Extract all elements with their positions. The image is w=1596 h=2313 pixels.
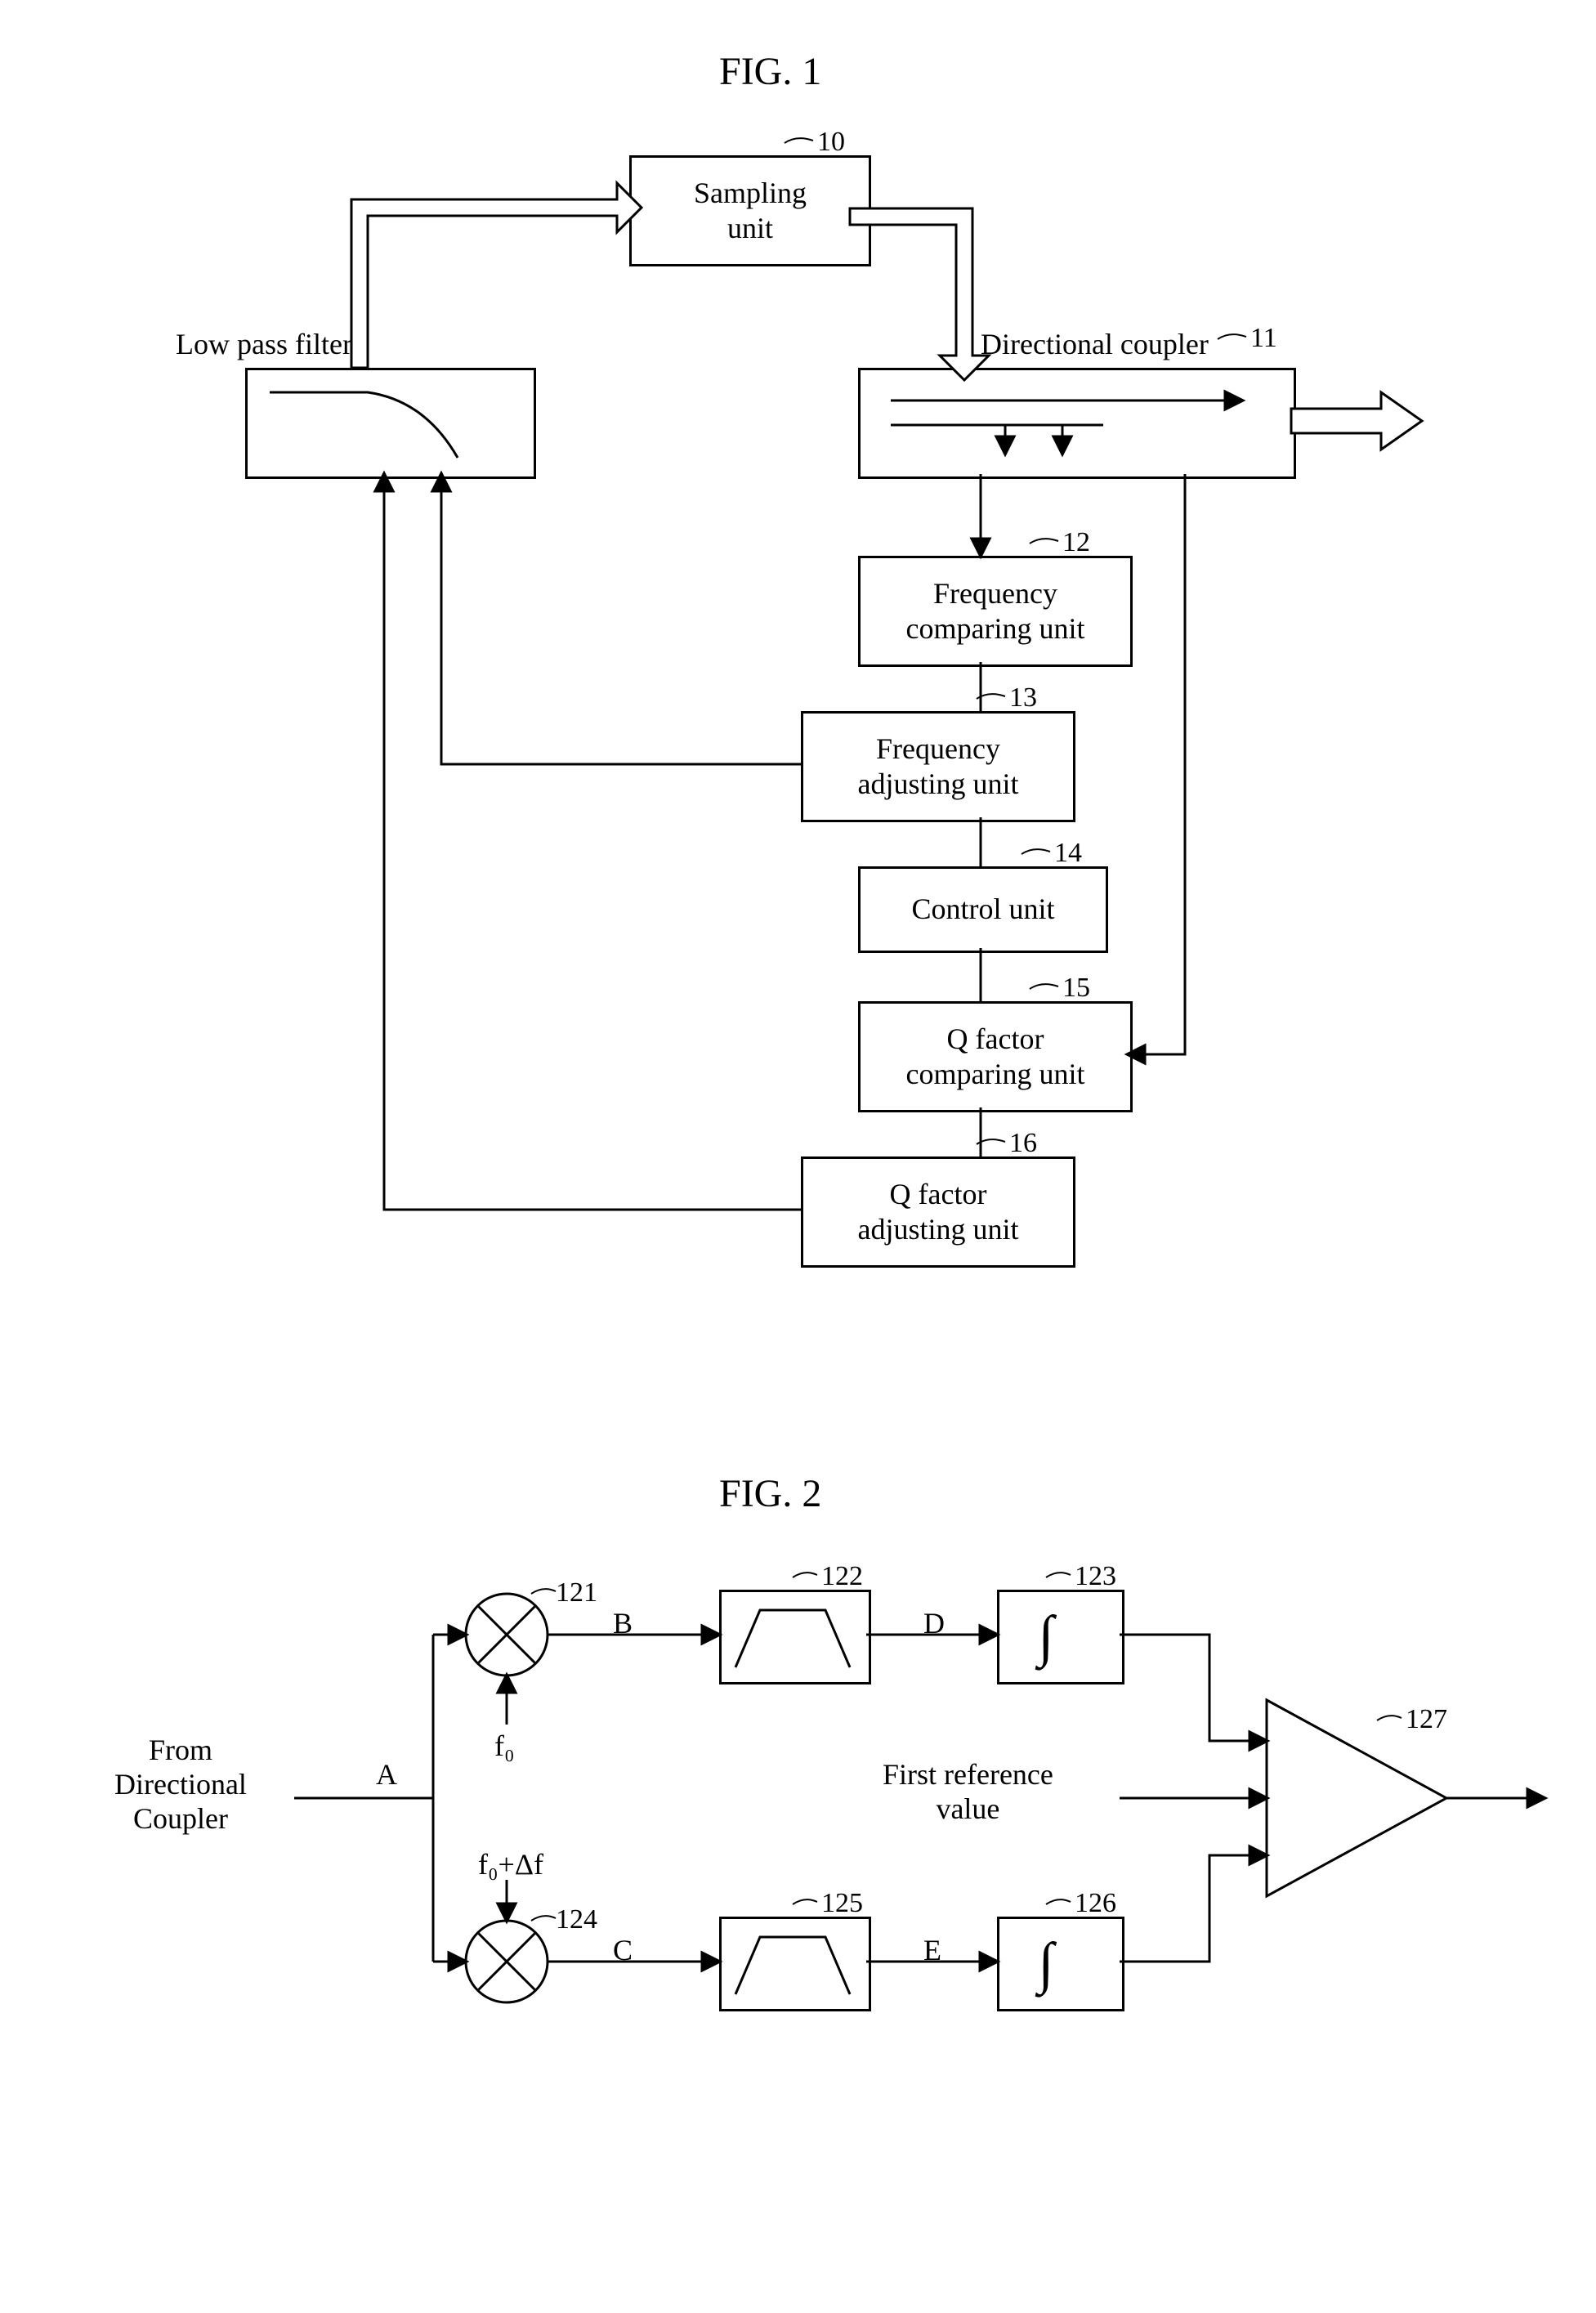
mixer2-icon xyxy=(466,1921,548,2002)
svg-text:∫: ∫ xyxy=(1035,1932,1057,1998)
coupler-output-arrow xyxy=(1291,392,1422,450)
sampling-to-coupler-arrow xyxy=(850,208,989,380)
svg-text:∫: ∫ xyxy=(1035,1605,1057,1671)
mixer1-icon xyxy=(466,1594,548,1675)
lpf-to-sampling-arrow xyxy=(351,183,642,368)
diagram-svg: ∫ ∫ xyxy=(0,0,1596,2313)
page: FIG. 1 Sampling unit Frequency comparing… xyxy=(0,0,1596,2313)
